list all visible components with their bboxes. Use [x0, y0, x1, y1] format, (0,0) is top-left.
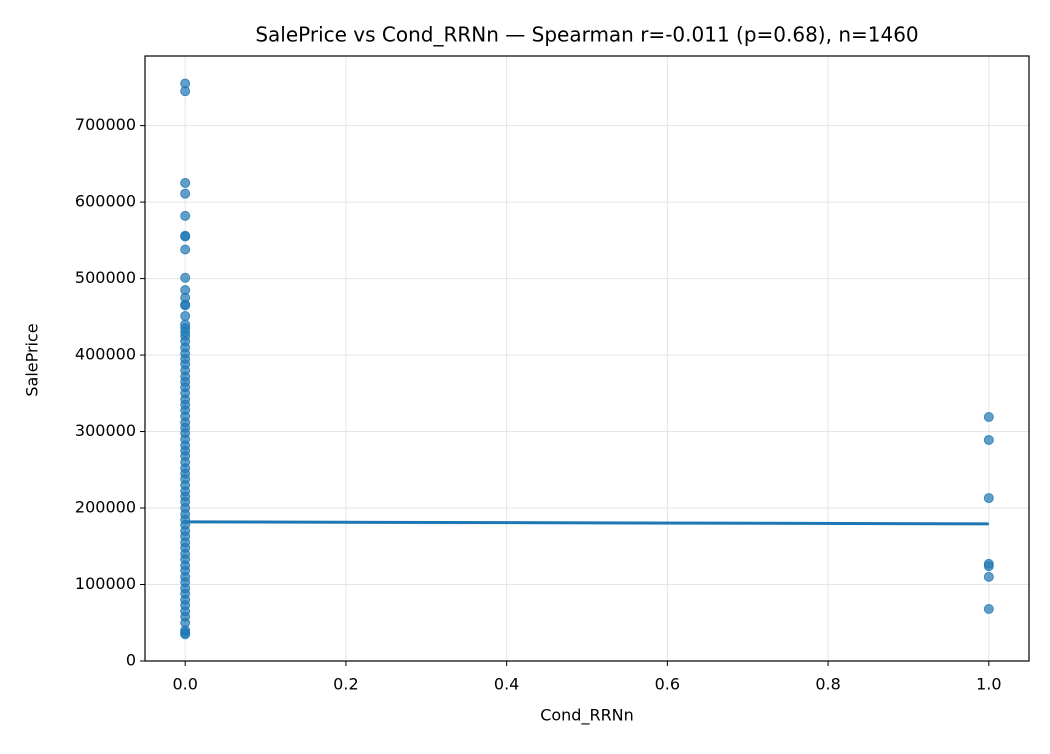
x-tick-label: 0.4: [494, 675, 519, 694]
y-tick-label: 200000: [75, 498, 136, 517]
x-tick-label: 1.0: [976, 675, 1001, 694]
y-tick-label: 0: [126, 651, 136, 670]
x-axis-label: Cond_RRNn: [540, 706, 634, 726]
y-tick-label: 500000: [75, 268, 136, 287]
y-tick-label: 700000: [75, 115, 136, 134]
point: [983, 412, 994, 423]
x-tick-label: 0.2: [333, 675, 358, 694]
point: [180, 231, 191, 242]
point: [180, 311, 191, 322]
plot-frame: [144, 55, 1030, 662]
point: [180, 177, 191, 188]
point: [983, 561, 994, 572]
y-axis-label: SalePrice: [23, 323, 42, 396]
point: [180, 210, 191, 221]
chart-title: SalePrice vs Cond_RRNn — Spearman r=-0.0…: [255, 23, 918, 47]
point: [983, 493, 994, 504]
y-tick-label: 400000: [75, 345, 136, 364]
fit-line: [185, 520, 989, 526]
point: [983, 434, 994, 445]
point: [983, 571, 994, 582]
y-tick-label: 100000: [75, 574, 136, 593]
x-tick-label: 0.8: [815, 675, 840, 694]
point: [180, 188, 191, 199]
x-tick-label: 0.6: [655, 675, 680, 694]
x-tick-label: 0.0: [172, 675, 197, 694]
point: [180, 244, 191, 255]
point: [180, 86, 191, 97]
y-tick-label: 300000: [75, 421, 136, 440]
point: [180, 300, 191, 311]
point: [983, 603, 994, 614]
point: [180, 629, 191, 640]
y-tick-label: 600000: [75, 192, 136, 211]
point: [180, 272, 191, 283]
